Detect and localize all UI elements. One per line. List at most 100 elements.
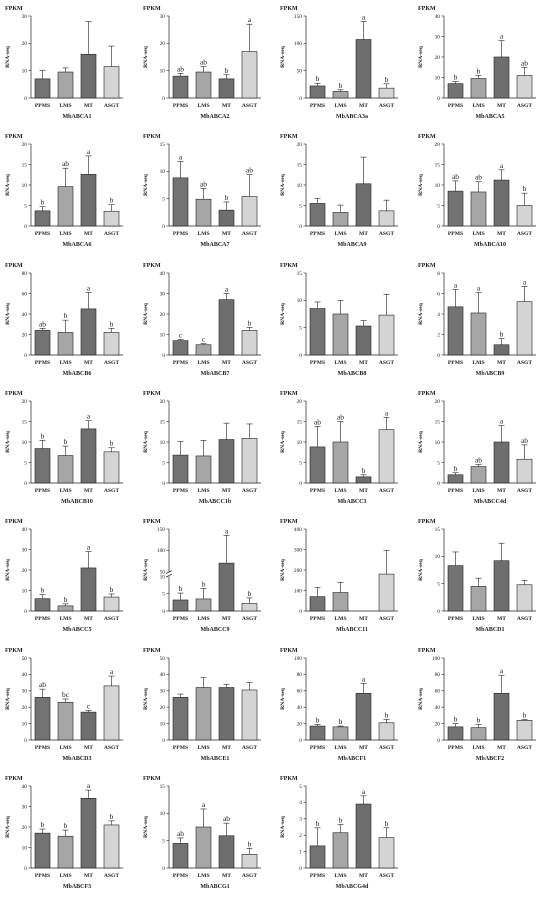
chart-title: MbABCC9 [200, 627, 229, 633]
x-tick-label: PPMS [35, 488, 50, 494]
unit-label: FPKM [280, 6, 298, 12]
significance-letter: ab [474, 173, 481, 182]
significance-letter: a [201, 800, 205, 809]
y-tick-label: 10 [434, 183, 440, 189]
significance-letter: b [247, 839, 251, 848]
y-tick-label: 5 [437, 582, 440, 588]
x-tick-label: MT [359, 360, 368, 366]
bar [309, 845, 326, 869]
x-tick-label: LMS [334, 231, 346, 237]
y-tick-label: 10 [297, 440, 303, 446]
significance-letter: b [201, 580, 205, 589]
unit-label: FPKM [143, 391, 161, 397]
y-tick-label: 5 [299, 784, 302, 790]
significance-letter: ab [199, 180, 206, 189]
significance-letter: c [87, 701, 91, 710]
chart-title: MbABCA5 [475, 114, 504, 120]
chart-panel: FPKM RNA-seq 0 50 100 150 b PPMS b LMS a MT b ASGT MbA… [280, 6, 398, 120]
x-tick-label: PPMS [172, 745, 187, 751]
x-tick-label: MT [496, 103, 505, 109]
bar [355, 325, 372, 355]
significance-letter: b [224, 66, 228, 75]
x-tick-label: MT [84, 103, 93, 109]
unit-label: FPKM [280, 263, 298, 269]
significance-letter: ab [337, 412, 344, 421]
y-tick-label: 0 [437, 481, 440, 487]
significance-letter: bc [62, 690, 70, 699]
y-tick-label: 10 [297, 183, 303, 189]
bar [447, 191, 463, 227]
y-tick-label: 0 [162, 481, 165, 487]
significance-letter: ab [451, 172, 458, 181]
significance-letter: a [224, 527, 228, 536]
x-tick-label: PPMS [35, 873, 50, 879]
significance-letter: a [385, 408, 389, 417]
x-tick-label: LMS [197, 873, 209, 879]
x-tick-label: PPMS [310, 873, 325, 879]
y-tick-label: 0 [437, 609, 440, 615]
x-tick-label: PPMS [35, 360, 50, 366]
significance-letter: b [110, 812, 114, 821]
significance-letter: a [476, 283, 480, 292]
chart-title: MbABCC3 [337, 499, 366, 505]
chart-panel: FPKM RNA-seq 0 5 10 15 20 ab PPMS ab LMS a MT b ASGT Mb… [418, 134, 536, 248]
y-tick-label: 0 [24, 224, 27, 230]
x-tick-label: PPMS [310, 616, 325, 622]
y-tick-label: 0 [162, 609, 165, 615]
chart-panel: FPKM RNA-seq 0 20 40 60 80 100 b PPMS b LMS a MT b ASGT… [280, 648, 398, 762]
significance-letter: b [316, 819, 320, 828]
y-tick-label: 5 [437, 204, 440, 210]
y-tick-label: 20 [297, 399, 303, 405]
bar [516, 584, 532, 612]
chart-panel: FPKM RNA-seq 0 5 10 15 20 b PPMS ab LMS a MT b ASGT MbA… [5, 134, 123, 248]
chart-title: MbABCB6 [63, 371, 92, 377]
y-tick-label: 150 [294, 14, 302, 20]
x-tick-label: LMS [472, 616, 484, 622]
chart-panel: FPKM RNA-seq 0 5 10 15 a PPMS ab LMS b MT ab ASGT MbAB… [143, 134, 261, 248]
unit-label: FPKM [280, 134, 298, 140]
y-tick-label: 0 [24, 737, 27, 743]
significance-letter: b [64, 821, 68, 830]
x-tick-label: LMS [59, 745, 71, 751]
bar [378, 573, 395, 612]
x-tick-label: ASGT [516, 103, 532, 109]
y-tick-label: 0 [162, 224, 165, 230]
x-tick-label: LMS [472, 103, 484, 109]
bar [516, 458, 532, 484]
bar [80, 53, 97, 99]
x-tick-label: LMS [472, 360, 484, 366]
significance-letter: b [316, 74, 320, 83]
y-axis-label: RNA-seq [143, 687, 149, 710]
x-tick-label: LMS [472, 488, 484, 494]
y-axis-label: RNA-seq [143, 45, 149, 68]
bar [218, 562, 234, 612]
bar [103, 451, 120, 484]
bar [57, 186, 74, 227]
y-tick-label: 40 [159, 672, 165, 678]
significance-letter: b [476, 715, 480, 724]
y-tick-label: 50 [22, 655, 28, 661]
bar [172, 339, 188, 355]
x-tick-label: ASGT [379, 745, 395, 751]
y-tick-label: 10 [22, 588, 28, 594]
bar [470, 466, 486, 484]
chart-title: MbABCF2 [475, 756, 503, 762]
x-tick-label: ASGT [379, 488, 395, 494]
x-tick-label: MT [221, 360, 230, 366]
bar [195, 71, 211, 99]
y-tick-label: 5 [24, 460, 27, 466]
chart-title: MbABCA2 [200, 114, 229, 120]
y-tick-label: 15 [159, 142, 165, 148]
unit-label: FPKM [5, 519, 23, 525]
unit-label: FPKM [280, 519, 298, 525]
significance-letter: b [224, 193, 228, 202]
x-tick-label: MT [84, 873, 93, 879]
y-tick-label: 0 [162, 96, 165, 102]
bar [332, 441, 349, 484]
significance-letter: b [385, 75, 389, 84]
bar [195, 344, 211, 355]
chart-title: MbABCB7 [200, 371, 229, 377]
bar [355, 183, 372, 227]
bar [241, 196, 257, 227]
chart-panel: FPKM RNA-seq 0 5 10 15 20 PPMS LMS MT ASGT MbABCA9 [280, 134, 398, 248]
